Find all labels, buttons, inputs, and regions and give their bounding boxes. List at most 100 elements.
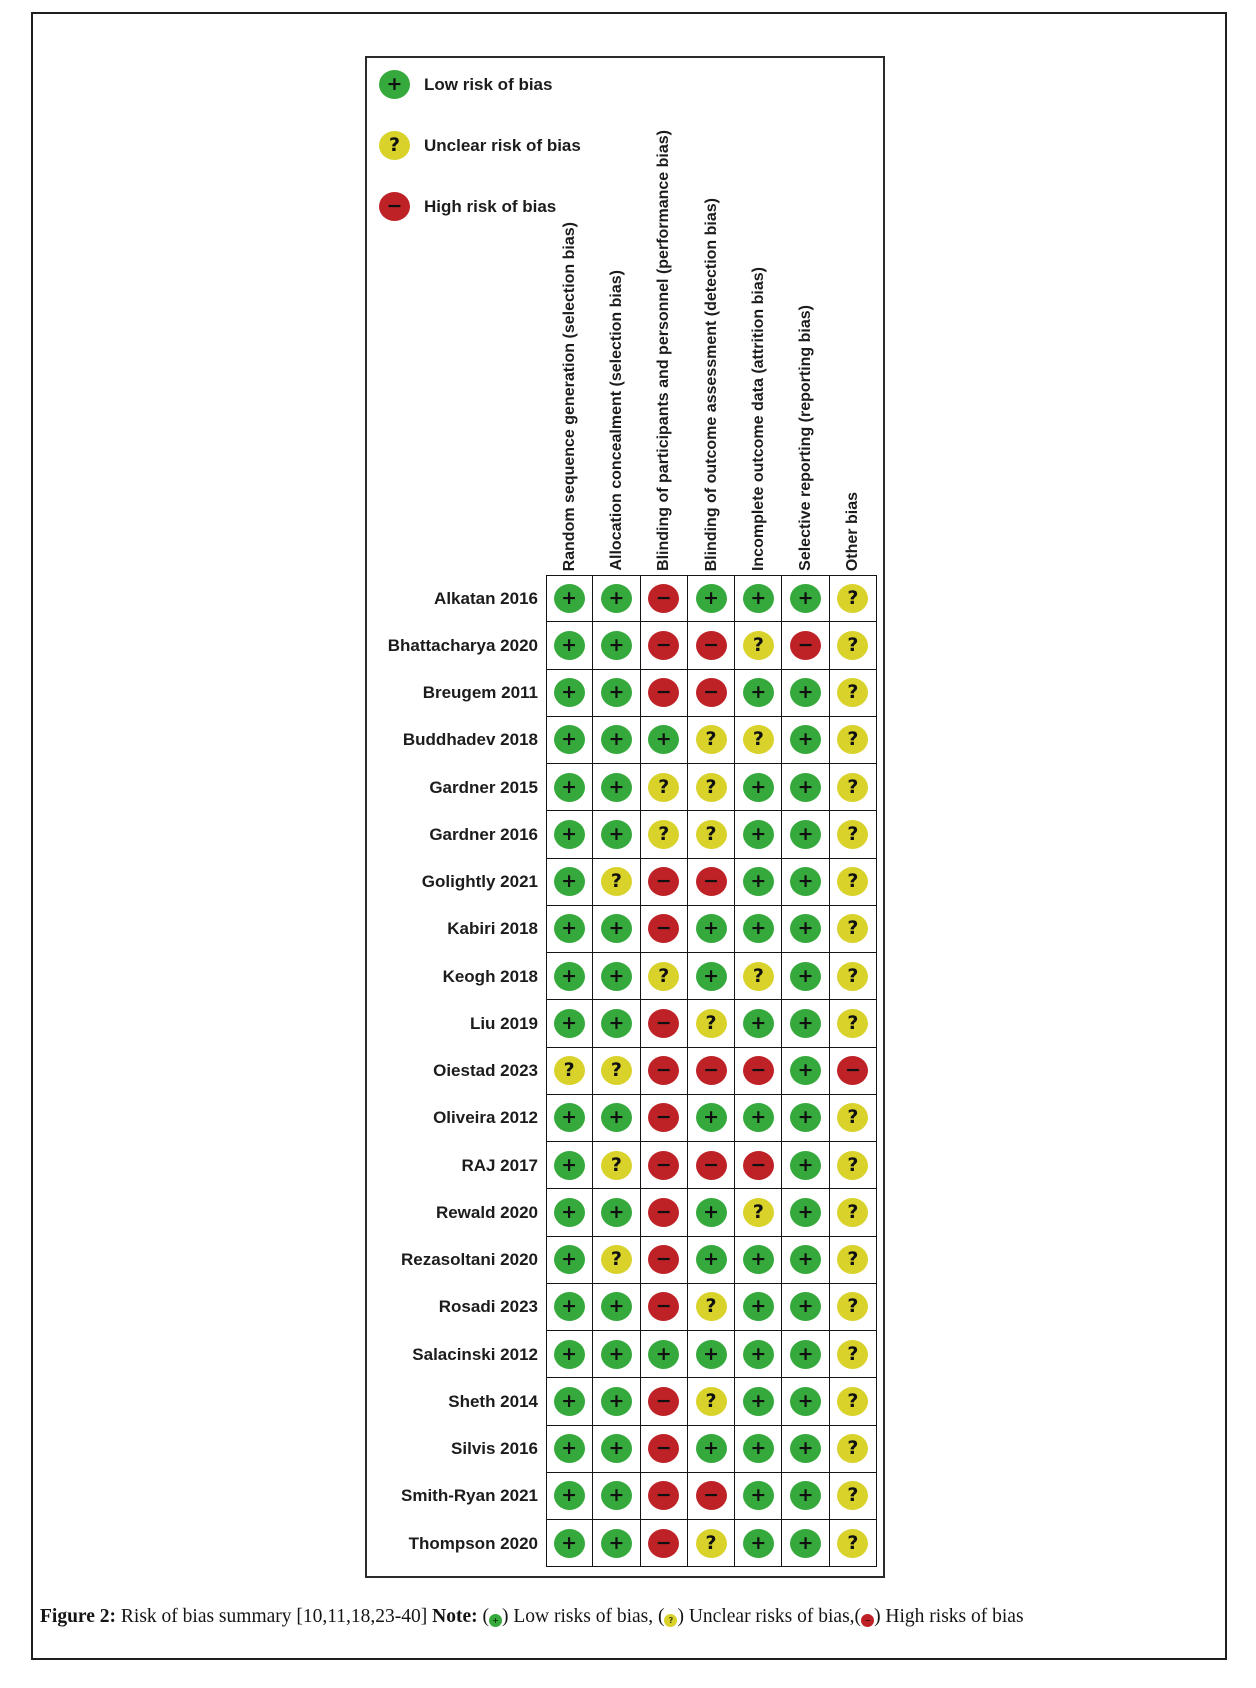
risk-cell: +	[593, 1520, 641, 1568]
low-risk-icon: +	[600, 961, 632, 991]
risk-cell: −	[640, 1142, 688, 1190]
unclear-risk-icon: ?	[837, 678, 869, 708]
low-risk-icon: +	[695, 1245, 727, 1275]
risk-cell: ?	[687, 1520, 736, 1568]
low-risk-icon: +	[600, 1197, 632, 1227]
column-header: Incomplete outcome data (attrition bias)	[735, 66, 782, 571]
risk-cell: +	[593, 953, 641, 1001]
low-risk-icon: +	[648, 1339, 680, 1369]
study-label: Liu 2019	[469, 1013, 538, 1033]
low-risk-icon: +	[695, 1103, 727, 1133]
unclear-risk-icon: ?	[600, 1150, 632, 1180]
legend-label: Unclear risk of bias	[424, 135, 581, 155]
risk-cell: +	[782, 575, 830, 623]
low-risk-icon: +	[790, 1197, 822, 1227]
risk-cell: ?	[829, 1283, 878, 1331]
risk-cell: +	[782, 1236, 830, 1284]
risk-cell: ?	[829, 953, 878, 1001]
low-risk-icon: +	[553, 1386, 585, 1416]
study-label: Sheth 2014	[448, 1391, 538, 1411]
low-risk-icon: +	[695, 1339, 727, 1369]
study-label: Silvis 2016	[451, 1439, 538, 1459]
low-risk-icon: +	[600, 583, 632, 613]
high-risk-icon: −	[648, 1386, 680, 1416]
column-header: Selective reporting (reporting bias)	[783, 66, 830, 571]
risk-cell: +	[546, 1142, 594, 1190]
study-label: Kabiri 2018	[447, 919, 538, 939]
study-label: Golightly 2021	[421, 872, 538, 892]
unclear-risk-icon: ?	[742, 725, 774, 755]
column-header-label: Selective reporting (reporting bias)	[797, 305, 815, 571]
risk-cell: +	[546, 1331, 594, 1379]
risk-cell: +	[735, 669, 783, 717]
risk-cell: −	[829, 1047, 878, 1095]
low-risk-icon: +	[790, 961, 822, 991]
low-risk-icon: +	[553, 1292, 585, 1322]
risk-cell: +	[593, 669, 641, 717]
risk-cell: −	[640, 1047, 688, 1095]
risk-cell: −	[640, 1378, 688, 1426]
study-label: Breugem 2011	[422, 683, 538, 703]
low-risk-icon: +	[790, 678, 822, 708]
risk-cell: −	[640, 1283, 688, 1331]
risk-of-bias-figure: + Low risk of bias? Unclear risk of bias − H…	[365, 56, 885, 1578]
caption-bold-text: Note:	[432, 1606, 483, 1627]
low-risk-icon: +	[553, 630, 585, 660]
study-label: Rewald 2020	[435, 1202, 538, 1222]
risk-cell: +	[593, 1189, 641, 1237]
unclear-risk-icon: ?	[837, 1434, 869, 1464]
risk-cell: +	[593, 1000, 641, 1048]
risk-cell: +	[687, 1094, 736, 1142]
unclear-risk-icon: ?	[695, 1292, 727, 1322]
risk-cell: ?	[829, 575, 878, 623]
high-risk-icon: −	[648, 1008, 680, 1038]
risk-cell: +	[546, 1000, 594, 1048]
risk-cell: ?	[687, 811, 736, 859]
risk-cell: −	[640, 669, 688, 717]
low-risk-icon: +	[553, 1150, 585, 1180]
risk-cell: +	[782, 1283, 830, 1331]
low-risk-icon: +	[790, 914, 822, 944]
low-risk-icon: +	[553, 1008, 585, 1038]
risk-cell: +	[640, 1331, 688, 1379]
risk-cell: +	[735, 905, 783, 953]
risk-cell: +	[782, 764, 830, 812]
risk-cell: ?	[687, 1378, 736, 1426]
unclear-risk-icon: ?	[600, 1056, 632, 1086]
low-risk-icon: +	[553, 772, 585, 802]
low-risk-icon: +	[790, 867, 822, 897]
low-risk-icon: +	[742, 772, 774, 802]
low-risk-icon: +	[742, 1434, 774, 1464]
unclear-risk-icon: ?	[837, 1339, 869, 1369]
risk-cell: ?	[593, 1047, 641, 1095]
unclear-risk-icon: ?	[600, 867, 632, 897]
unclear-risk-icon: ?	[837, 1386, 869, 1416]
low-risk-icon: +	[600, 914, 632, 944]
risk-cell: ?	[829, 1425, 878, 1473]
high-risk-icon: −	[695, 630, 727, 660]
risk-cell: +	[735, 1425, 783, 1473]
page-border	[31, 12, 1227, 1660]
low-risk-icon: +	[553, 1481, 585, 1511]
risk-cell: +	[782, 858, 830, 906]
risk-cell: ?	[829, 1236, 878, 1284]
unclear-risk-icon: ?	[600, 1245, 632, 1275]
low-risk-icon: +	[790, 1386, 822, 1416]
unclear-risk-icon: ?	[837, 725, 869, 755]
study-label: Bhattacharya 2020	[387, 635, 538, 655]
risk-cell: −	[640, 1189, 688, 1237]
high-risk-icon: −	[648, 1292, 680, 1322]
low-risk-icon: +	[790, 1008, 822, 1038]
unclear-risk-icon: ?	[837, 1245, 869, 1275]
risk-cell: ?	[687, 716, 736, 764]
low-risk-icon: +	[790, 1245, 822, 1275]
high-risk-icon: −	[648, 914, 680, 944]
study-label: Rosadi 2023	[438, 1297, 538, 1317]
risk-cell: +	[782, 1472, 830, 1520]
risk-cell: +	[593, 716, 641, 764]
figure-caption: Figure 2: Risk of bias summary [10,11,18…	[40, 1606, 1190, 1628]
column-headers: Random sequence generation (selection bi…	[367, 58, 883, 573]
risk-cell: +	[782, 1520, 830, 1568]
column-header: Random sequence generation (selection bi…	[546, 66, 593, 571]
unclear-risk-icon: ?	[837, 961, 869, 991]
